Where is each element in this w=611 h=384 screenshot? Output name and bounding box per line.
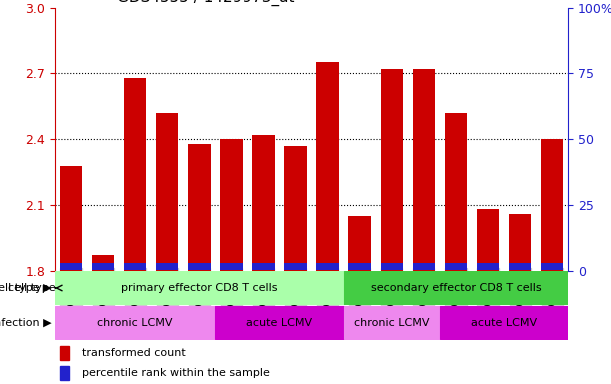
Bar bbox=[55, 306, 216, 339]
Bar bbox=[541, 263, 563, 270]
Bar bbox=[252, 263, 275, 270]
Bar bbox=[124, 263, 147, 270]
Bar bbox=[252, 135, 275, 271]
Text: secondary effector CD8 T cells: secondary effector CD8 T cells bbox=[371, 283, 541, 293]
Bar bbox=[60, 166, 82, 271]
Text: cell type: cell type bbox=[8, 283, 56, 293]
Bar bbox=[412, 69, 435, 271]
Bar bbox=[348, 216, 371, 271]
Text: GDS4555 / 1429973_at: GDS4555 / 1429973_at bbox=[117, 0, 294, 6]
Bar bbox=[60, 346, 70, 360]
Bar bbox=[348, 263, 371, 270]
Text: acute LCMV: acute LCMV bbox=[471, 318, 537, 328]
Bar bbox=[445, 263, 467, 270]
Bar bbox=[92, 255, 114, 271]
Bar bbox=[343, 271, 568, 305]
Text: cell type ▶: cell type ▶ bbox=[0, 283, 52, 293]
Bar bbox=[124, 78, 147, 271]
Bar bbox=[156, 113, 178, 271]
Bar bbox=[541, 139, 563, 271]
Bar bbox=[284, 146, 307, 271]
Bar bbox=[412, 263, 435, 270]
Bar bbox=[381, 69, 403, 271]
Bar bbox=[55, 271, 343, 305]
Bar bbox=[156, 263, 178, 270]
Bar bbox=[509, 263, 532, 270]
Bar bbox=[477, 263, 499, 270]
Text: chronic LCMV: chronic LCMV bbox=[354, 318, 430, 328]
Bar bbox=[381, 263, 403, 270]
Bar bbox=[316, 63, 339, 271]
Bar bbox=[216, 306, 343, 339]
Bar bbox=[316, 263, 339, 270]
Text: acute LCMV: acute LCMV bbox=[246, 318, 313, 328]
Bar bbox=[343, 306, 440, 339]
Bar bbox=[92, 263, 114, 270]
Bar bbox=[188, 144, 211, 271]
Bar bbox=[477, 209, 499, 271]
Bar bbox=[220, 263, 243, 270]
Text: primary effector CD8 T cells: primary effector CD8 T cells bbox=[121, 283, 277, 293]
Bar bbox=[440, 306, 568, 339]
Text: transformed count: transformed count bbox=[82, 348, 186, 358]
Bar bbox=[509, 214, 532, 271]
Text: percentile rank within the sample: percentile rank within the sample bbox=[82, 368, 270, 378]
Bar bbox=[60, 263, 82, 270]
Bar bbox=[220, 139, 243, 271]
Bar bbox=[188, 263, 211, 270]
Bar bbox=[60, 366, 70, 379]
Bar bbox=[284, 263, 307, 270]
Text: chronic LCMV: chronic LCMV bbox=[97, 318, 173, 328]
Bar bbox=[445, 113, 467, 271]
Text: infection ▶: infection ▶ bbox=[0, 318, 52, 328]
